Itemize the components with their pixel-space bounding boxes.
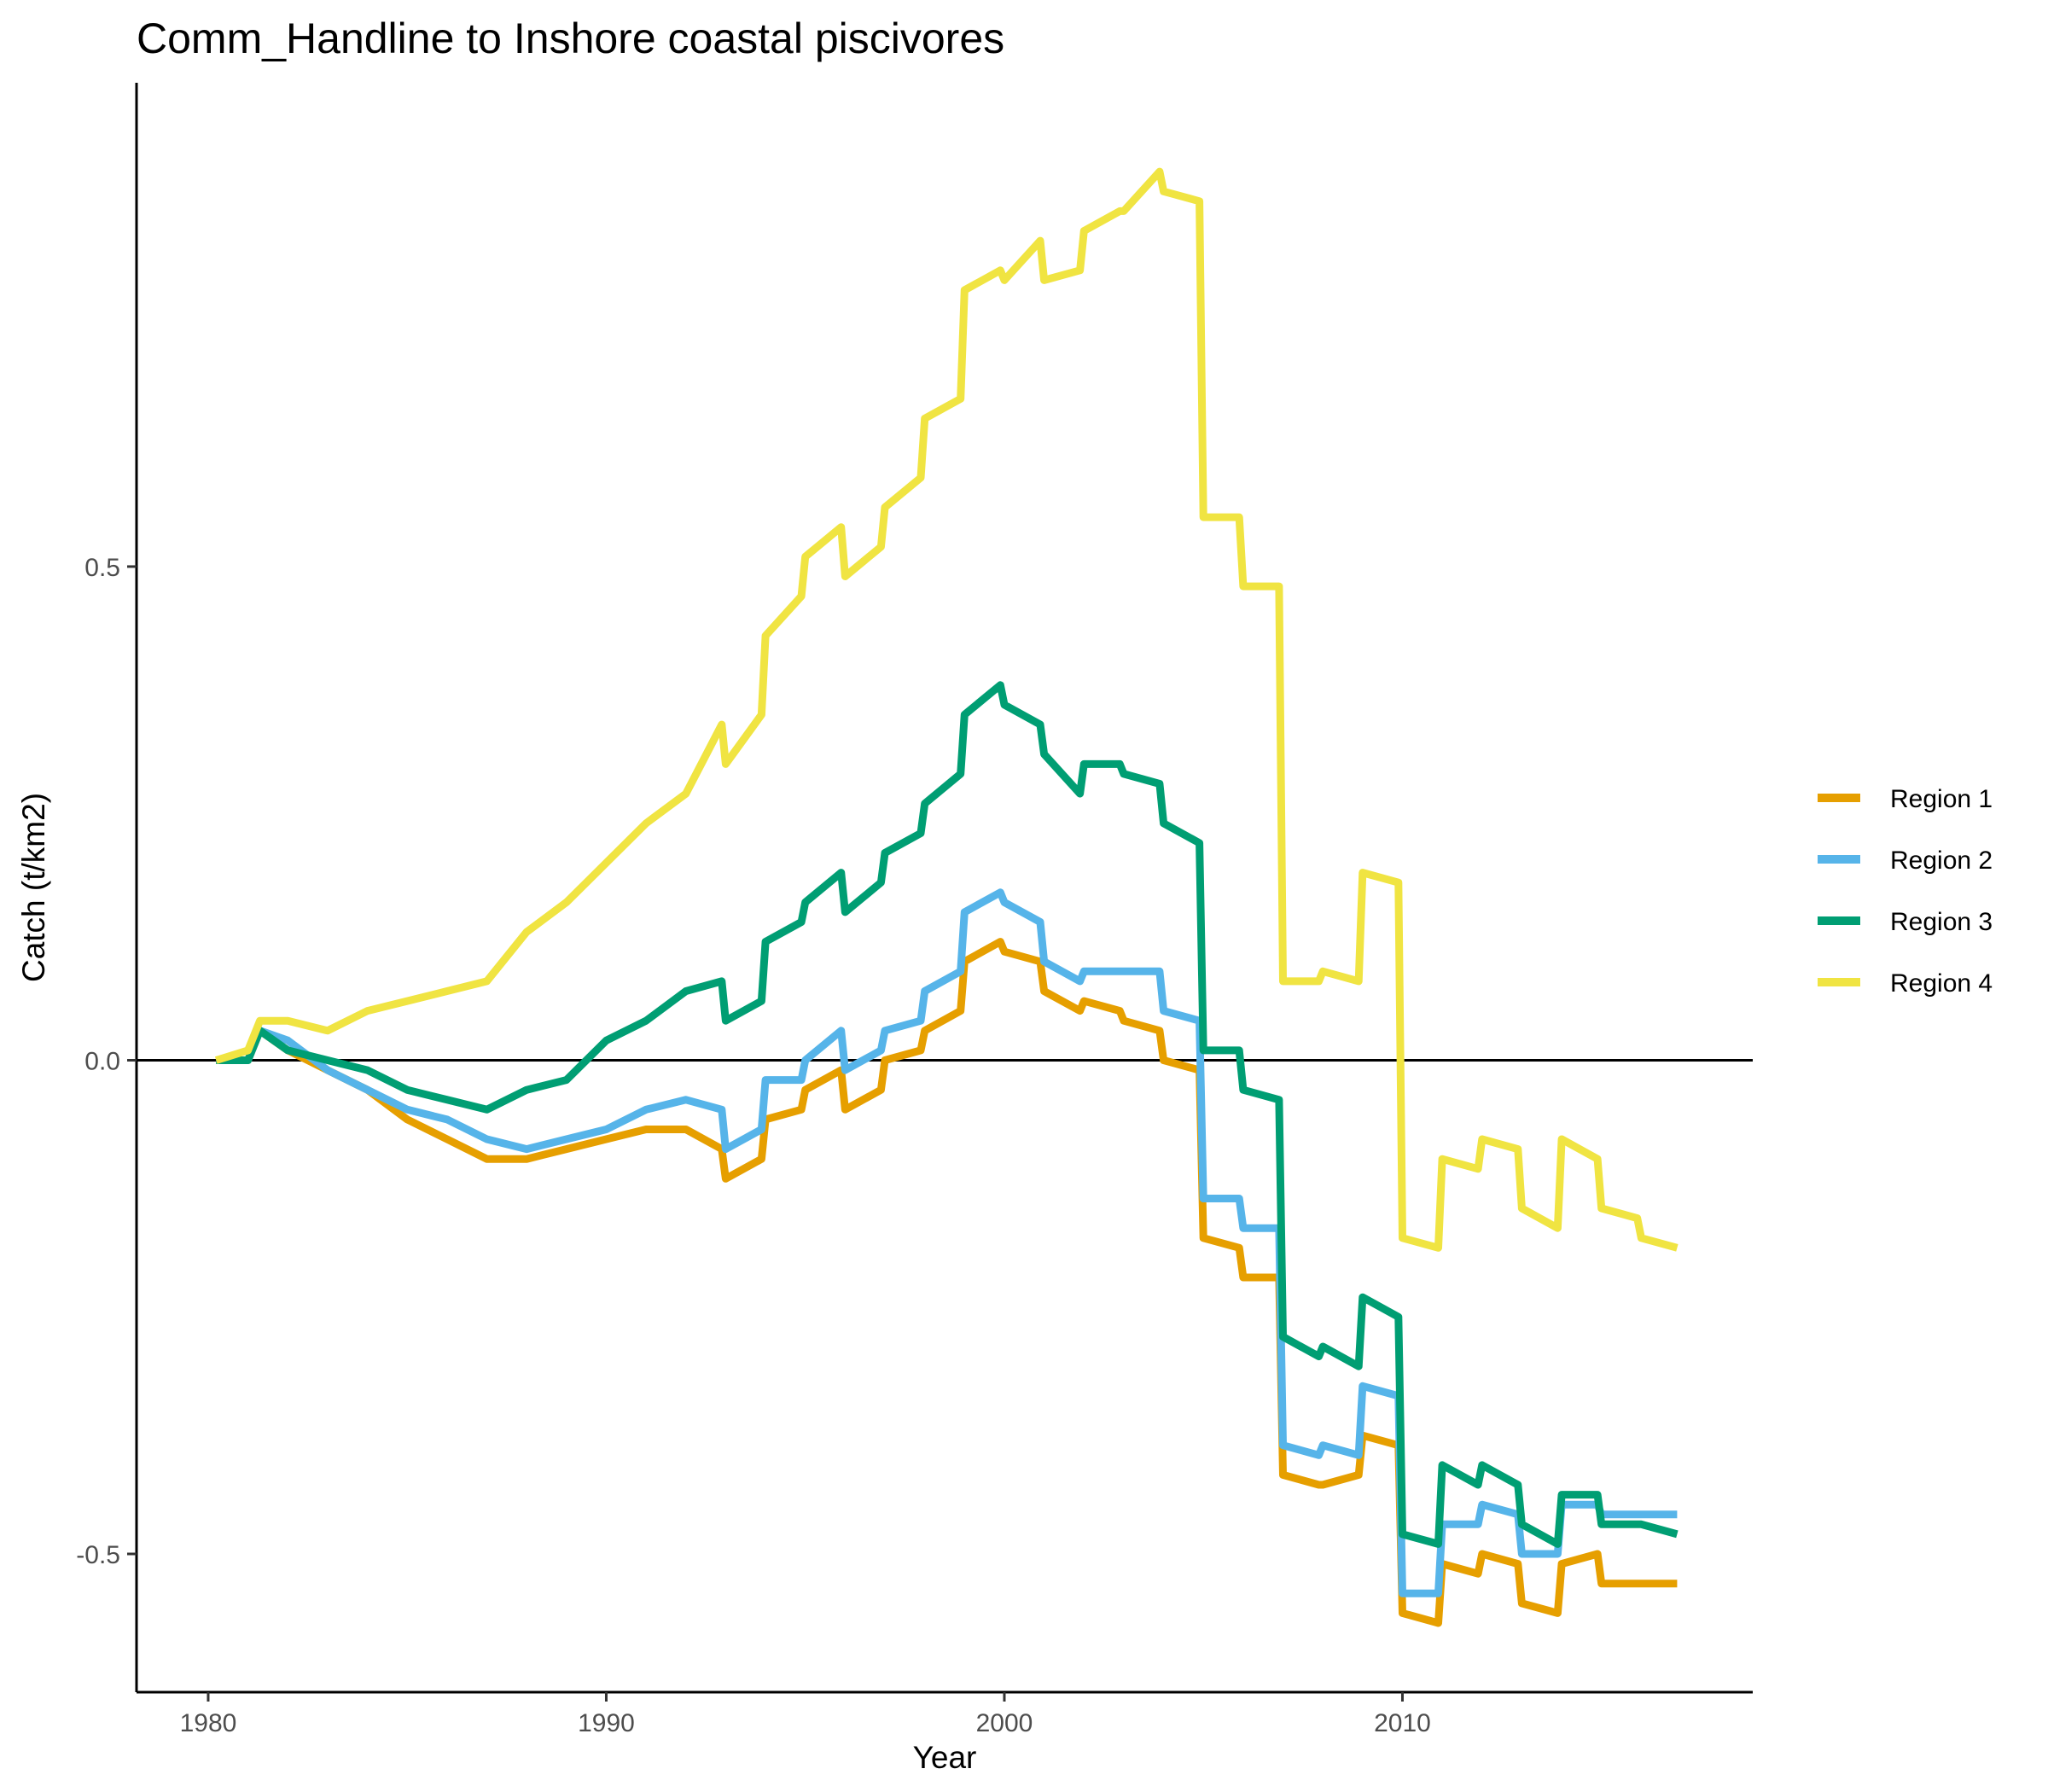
legend-item: Region 3 xyxy=(1818,908,1993,936)
y-tick-label: 0.5 xyxy=(84,554,120,582)
x-tick-label: 1990 xyxy=(578,1709,635,1737)
legend: Region 1 Region 2 Region 3 Region 4 xyxy=(1818,785,1993,998)
legend-label: Region 3 xyxy=(1890,908,1993,936)
x-axis-ticks: 1980 1990 2000 2010 xyxy=(180,1692,1431,1737)
x-tick-label: 1980 xyxy=(180,1709,237,1737)
x-axis-title: Year xyxy=(913,1740,977,1775)
x-tick-label: 2010 xyxy=(1374,1709,1431,1737)
legend-label: Region 4 xyxy=(1890,969,1993,998)
y-tick-label: -0.5 xyxy=(76,1541,120,1569)
series-line-region-4 xyxy=(214,167,1679,1252)
x-tick-label: 2000 xyxy=(976,1709,1033,1737)
y-axis-ticks: -0.5 0.0 0.5 xyxy=(76,554,137,1569)
series-line-region-2 xyxy=(216,888,1678,1597)
legend-label: Region 2 xyxy=(1890,847,1993,875)
y-tick-label: 0.0 xyxy=(84,1047,120,1075)
y-axis-title: Catch (t/km2) xyxy=(16,793,51,982)
series-line-region-3 xyxy=(216,681,1679,1548)
series-line-region-1 xyxy=(216,938,1678,1627)
chart-title: Comm_Handline to Inshore coastal piscivo… xyxy=(137,15,1004,62)
plot-area xyxy=(137,167,1753,1627)
legend-label: Region 1 xyxy=(1890,785,1993,813)
legend-item: Region 2 xyxy=(1818,847,1993,875)
legend-item: Region 1 xyxy=(1818,785,1993,813)
legend-item: Region 4 xyxy=(1818,969,1993,998)
